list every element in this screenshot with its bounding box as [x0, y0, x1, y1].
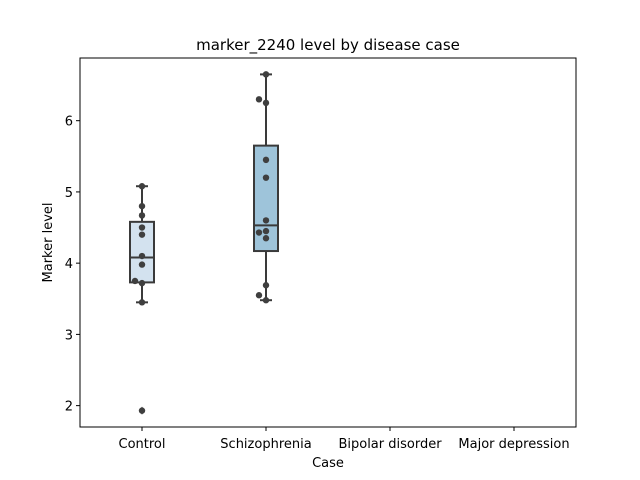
chart-title: marker_2240 level by disease case — [196, 36, 460, 55]
box-group — [129, 183, 155, 415]
data-point — [262, 235, 270, 242]
x-tick-label: Bipolar disorder — [338, 437, 442, 452]
data-point — [138, 279, 146, 287]
plot-area — [129, 71, 279, 415]
data-point — [138, 252, 146, 260]
data-point — [138, 299, 146, 306]
data-point — [138, 224, 146, 231]
data-point — [255, 292, 263, 299]
y-tick-label: 4 — [65, 257, 73, 272]
data-point — [262, 156, 270, 164]
x-tick-label: Control — [119, 437, 166, 452]
y-axis: 2 3 4 5 6 — [65, 115, 80, 415]
data-point — [262, 71, 270, 78]
data-point — [131, 277, 139, 285]
y-tick-label: 3 — [65, 328, 73, 343]
y-tick-label: 2 — [65, 400, 73, 415]
data-point — [262, 297, 270, 304]
data-point — [262, 217, 270, 224]
plot-frame — [79, 57, 577, 428]
box-iqr — [129, 220, 155, 284]
data-point — [255, 229, 263, 236]
data-point — [138, 202, 146, 210]
data-point — [262, 282, 270, 289]
data-point — [138, 183, 146, 190]
y-axis-label: Marker level — [41, 203, 56, 283]
x-axis-label: Case — [312, 456, 344, 471]
box-group — [253, 71, 279, 304]
x-tick-label: Major depression — [458, 437, 569, 452]
data-point — [138, 261, 146, 268]
data-point — [138, 212, 146, 219]
data-point — [262, 227, 270, 235]
y-tick-label: 5 — [65, 186, 73, 201]
x-tick-label: Schizophrenia — [220, 437, 311, 452]
data-point — [138, 231, 146, 238]
x-axis: Control Schizophrenia Bipolar disorder Majo… — [119, 427, 570, 452]
data-point — [255, 96, 263, 103]
data-point — [262, 174, 270, 181]
data-point — [262, 99, 270, 107]
data-point — [138, 407, 146, 414]
y-tick-label: 6 — [65, 115, 73, 130]
